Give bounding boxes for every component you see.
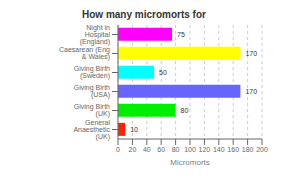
svg-text:180: 180 — [242, 146, 254, 153]
svg-text:0: 0 — [116, 146, 120, 153]
html-text:How many micromorts for: How many micromorts for — [82, 9, 206, 20]
svg-text:120: 120 — [199, 146, 211, 153]
svg-text:50: 50 — [159, 69, 167, 76]
svg-text:Caesarean (Eng& Wales): Caesarean (Eng& Wales) — [59, 46, 110, 61]
svg-text:Giving Birth(UK): Giving Birth(UK) — [74, 103, 110, 118]
svg-text:160: 160 — [227, 146, 239, 153]
svg-text:80: 80 — [181, 107, 189, 114]
svg-text:Giving Birth(USA): Giving Birth(USA) — [74, 84, 110, 99]
svg-text:Night inHospital(England): Night inHospital(England) — [80, 24, 111, 46]
svg-text:100: 100 — [184, 146, 196, 153]
svg-text:Giving Birth(Sweden): Giving Birth(Sweden) — [74, 65, 110, 80]
svg-text:170: 170 — [245, 50, 257, 57]
svg-text:170: 170 — [245, 88, 257, 95]
svg-text:Micromorts: Micromorts — [170, 158, 210, 167]
svg-text:40: 40 — [143, 146, 151, 153]
svg-text:140: 140 — [213, 146, 225, 153]
svg-text:200: 200 — [256, 146, 268, 153]
svg-text:10: 10 — [130, 126, 138, 133]
svg-text:60: 60 — [157, 146, 165, 153]
svg-text:20: 20 — [129, 146, 137, 153]
svg-text:GeneralAnaesthetic(UK): GeneralAnaesthetic(UK) — [73, 119, 110, 141]
svg-text:75: 75 — [177, 31, 185, 38]
svg-text:80: 80 — [172, 146, 180, 153]
